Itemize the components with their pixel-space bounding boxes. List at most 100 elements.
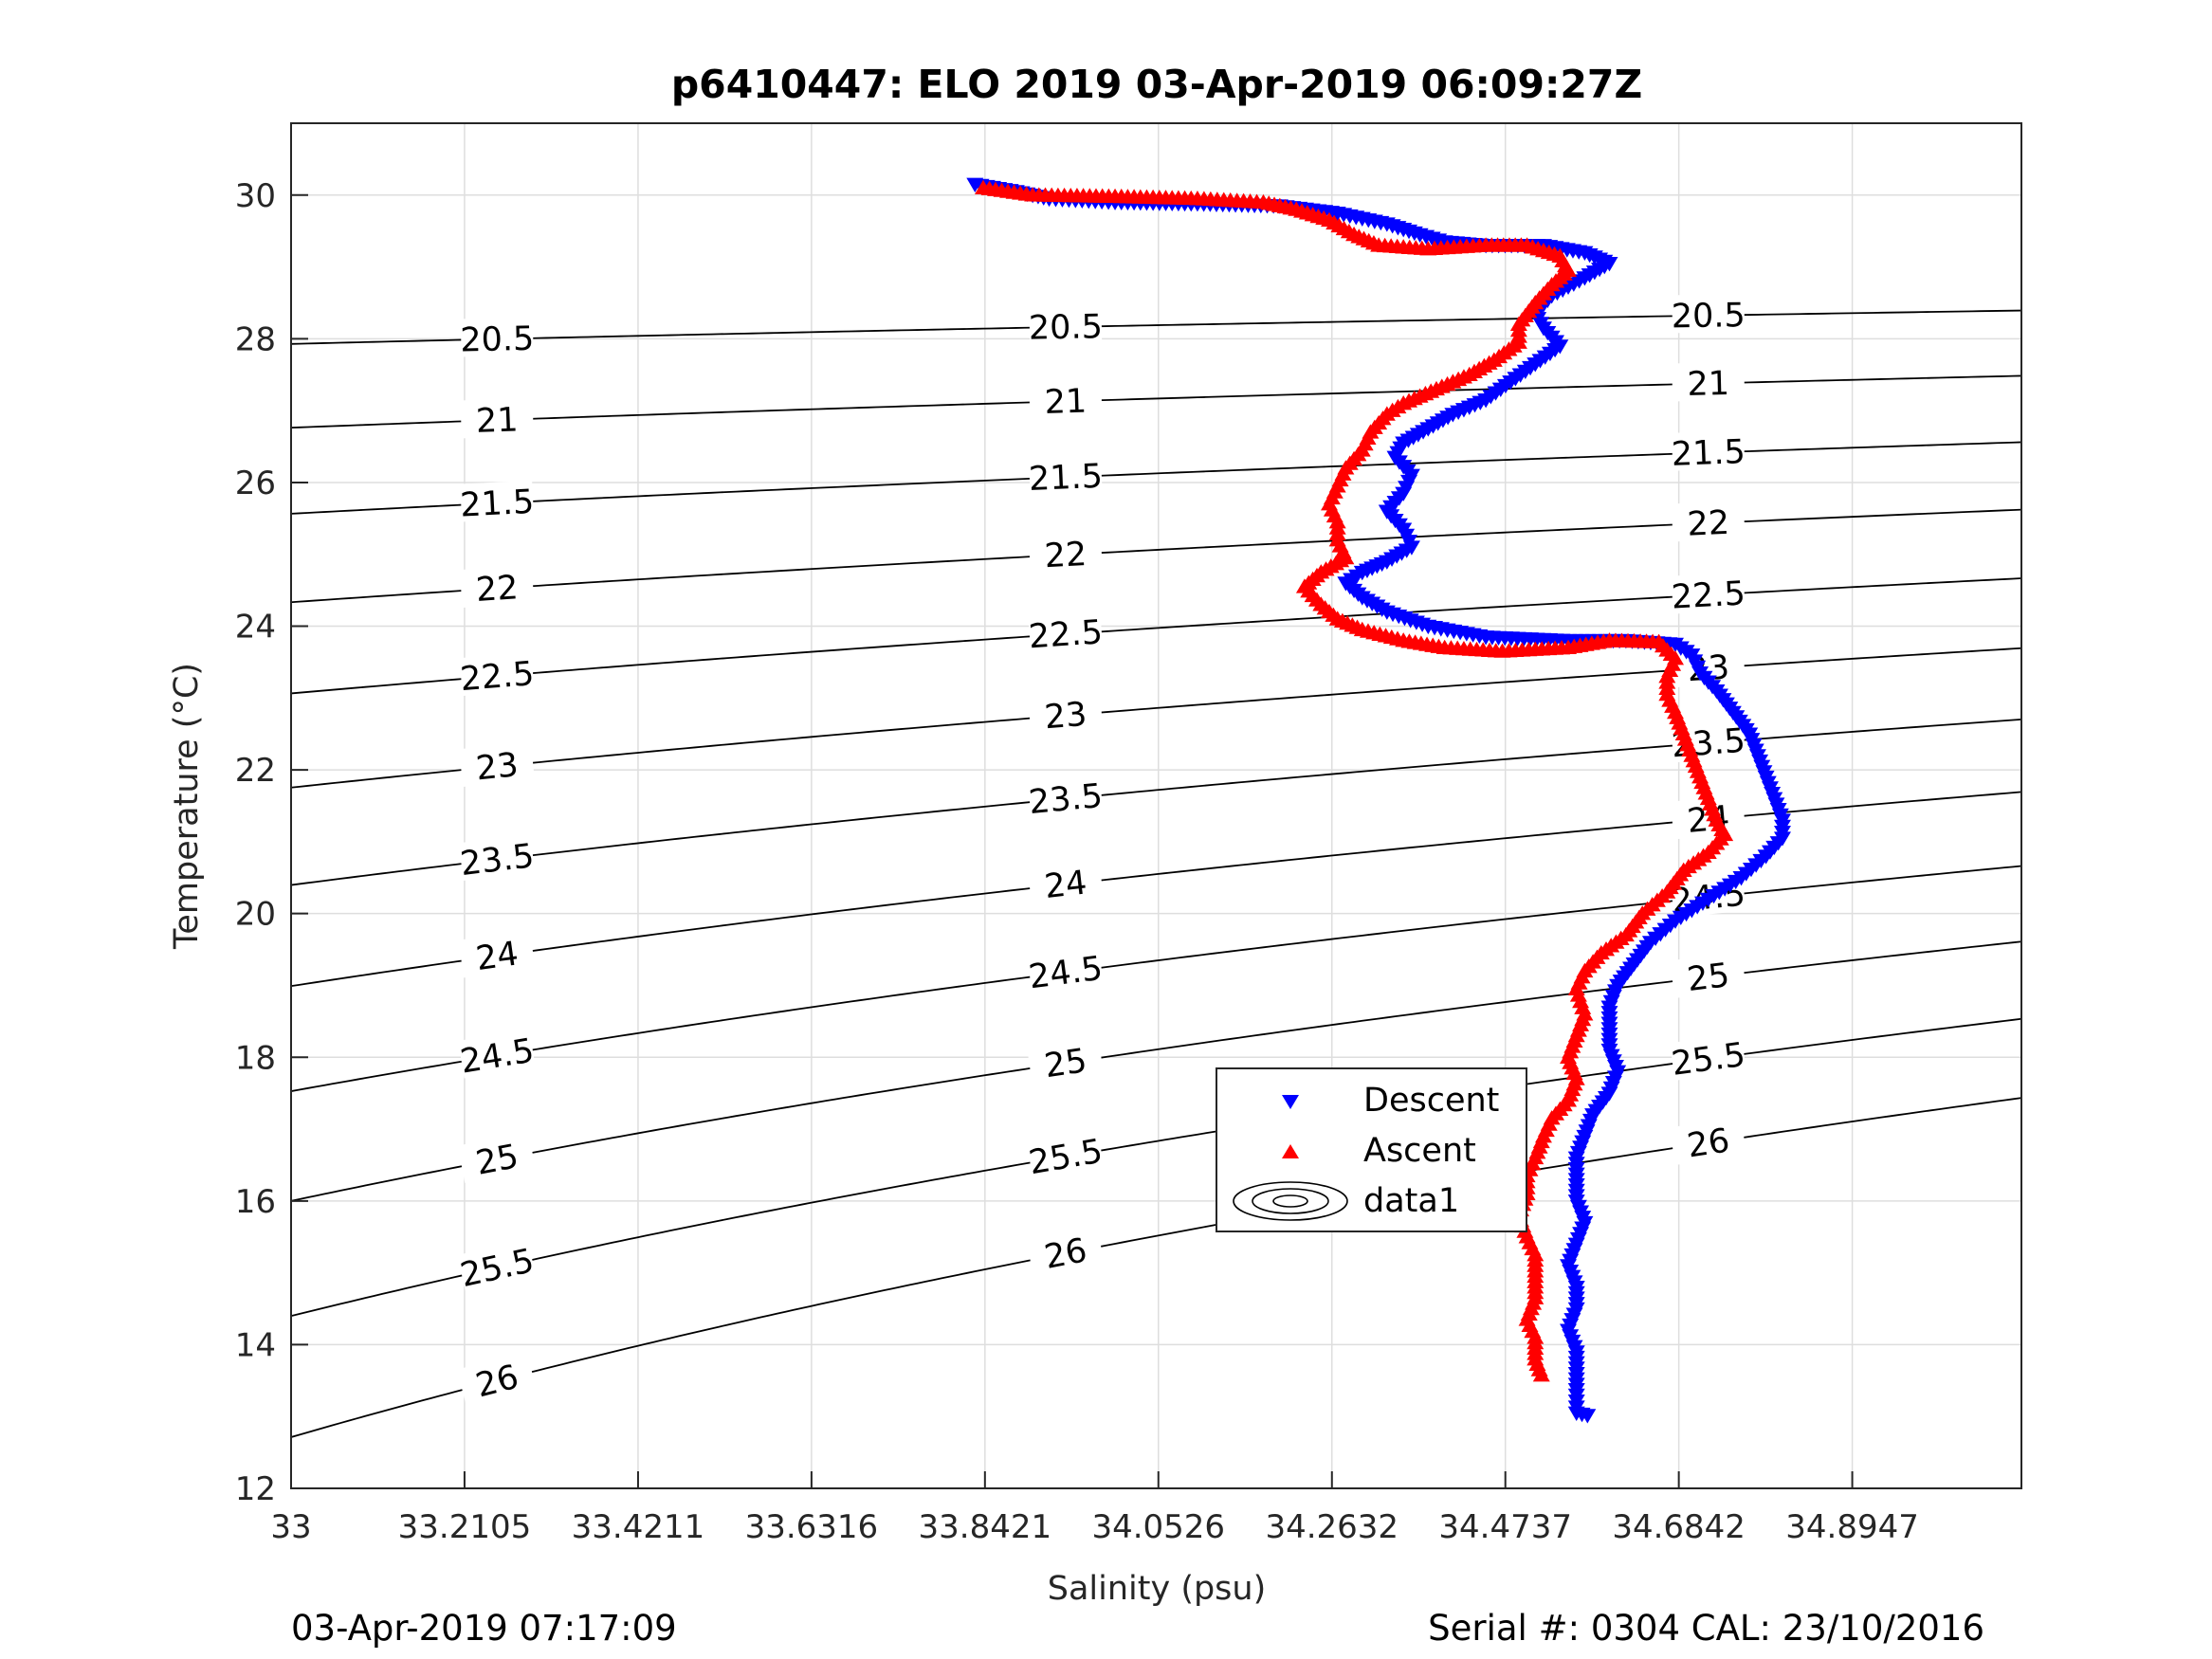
- contour-label: 23: [1043, 696, 1088, 737]
- x-tick-label: 34.8947: [1785, 1508, 1919, 1546]
- contour-label: 21: [475, 401, 519, 441]
- contour-label-bg: [1670, 1033, 1746, 1081]
- grid-lines: [290, 123, 2021, 1489]
- contour-label-bg: [1029, 305, 1103, 345]
- contour-label: 23.5: [458, 837, 536, 884]
- y-tick-label: 28: [235, 320, 276, 358]
- contour-label: 24.5: [1027, 950, 1105, 997]
- contour-line: [291, 577, 2021, 695]
- contour-label-bg: [460, 480, 535, 522]
- contour-label: 22: [1687, 504, 1730, 544]
- x-tick-label: 33.8421: [919, 1508, 1052, 1546]
- contour-label-bg: [1027, 946, 1104, 994]
- contour-label-bg: [1672, 430, 1746, 471]
- contour-line: [291, 791, 2021, 988]
- x-tick-label: 33: [270, 1508, 311, 1546]
- contour-line: [291, 508, 2021, 604]
- contour-line: [291, 374, 2021, 429]
- contour-label: 22.5: [459, 655, 536, 699]
- contour-label-bg: [1027, 1036, 1105, 1085]
- contour-label: 22: [475, 569, 520, 610]
- plot-area-frame: [290, 122, 2022, 1489]
- contour-label: 24: [1043, 864, 1089, 906]
- contour-label: 23.5: [1027, 777, 1104, 822]
- contour-label-bg: [1671, 501, 1746, 542]
- x-tick-label: 33.2105: [398, 1508, 532, 1546]
- contour-label: 20.5: [1671, 297, 1746, 336]
- y-tick-label: 14: [235, 1326, 276, 1364]
- contour-label: 22.5: [1671, 574, 1746, 616]
- legend-descent-marker: [1282, 1095, 1299, 1109]
- contour-label-bg: [1028, 691, 1104, 736]
- contour-label: 25: [473, 1138, 521, 1183]
- contour-label-bg: [460, 397, 534, 439]
- x-axis-ticks: 33 33.2105 33.4211 33.6316 33.8421 34.0526 34.…: [270, 1471, 1919, 1546]
- contour-label-bg: [1028, 532, 1103, 574]
- contour-label-bg: [1027, 859, 1104, 905]
- x-tick-label: 34.2632: [1265, 1508, 1398, 1546]
- contour-label: 21: [1044, 383, 1088, 422]
- contour-label: 25.5: [1026, 1133, 1106, 1183]
- contour-label: 20.5: [460, 320, 535, 360]
- contour-label-bg: [1027, 774, 1104, 820]
- x-tick-label: 34.4737: [1438, 1508, 1572, 1546]
- contour-line: [291, 940, 2021, 1202]
- legend-ascent-label: Ascent: [1363, 1132, 1476, 1170]
- contour-line: [291, 441, 2021, 515]
- contour-label: 23: [474, 746, 520, 788]
- contour-label-bg: [1669, 1117, 1747, 1165]
- y-tick-label: 16: [235, 1183, 276, 1221]
- contour-label: 21.5: [1671, 433, 1746, 474]
- contour-label-bg: [459, 565, 535, 609]
- y-tick-label: 22: [235, 752, 276, 790]
- contour-label-bg: [458, 834, 536, 881]
- contour-label-bg: [1029, 379, 1103, 420]
- contour-label-bg: [1026, 1129, 1105, 1180]
- contour-label-bg: [459, 652, 535, 697]
- chart-title: p6410447: ELO 2019 03-Apr-2019 06:09:27Z: [671, 62, 1642, 107]
- contour-label-bg: [1671, 572, 1746, 614]
- contour-label: 25: [1042, 1042, 1089, 1085]
- legend-data1-label: data1: [1363, 1182, 1459, 1220]
- contour-label-bg: [1670, 952, 1746, 998]
- contour-label: 20.5: [1029, 308, 1104, 348]
- contour-label: 21.5: [459, 483, 535, 525]
- x-tick-label: 33.4211: [572, 1508, 705, 1546]
- contour-label: 26: [1041, 1231, 1089, 1277]
- y-tick-label: 18: [235, 1039, 276, 1077]
- x-axis-label: Salinity (psu): [1048, 1570, 1267, 1608]
- y-tick-label: 26: [235, 465, 276, 502]
- contour-label-bg: [458, 1029, 536, 1079]
- x-tick-label: 33.6316: [745, 1508, 879, 1546]
- density-contours: 20.5 20.5 20.5 21 21 21 21.5 21.5 21.5 22 22 22 22.5…: [291, 294, 2021, 1438]
- contour-label-bg: [459, 741, 535, 788]
- contour-label-bg: [1672, 294, 1746, 334]
- contour-label: 21.5: [1028, 458, 1104, 499]
- legend-box: [1216, 1067, 1527, 1232]
- contour-label: 25: [1685, 957, 1731, 999]
- y-tick-label: 12: [235, 1470, 276, 1508]
- contour-label: 21: [1687, 365, 1730, 404]
- y-tick-label: 30: [235, 177, 276, 215]
- contour-label-bg: [1672, 361, 1746, 402]
- x-tick-label: 34.0526: [1091, 1508, 1225, 1546]
- contour-label-bg: [456, 1351, 537, 1407]
- contour-label-bg: [460, 317, 534, 357]
- contour-label: 25.5: [457, 1242, 538, 1295]
- contour-label-bg: [1026, 1226, 1105, 1277]
- y-tick-label: 20: [235, 896, 276, 934]
- x-tick-label: 34.6842: [1612, 1508, 1746, 1546]
- y-tick-label: 24: [235, 609, 276, 647]
- legend: Descent Ascent data1: [1216, 1067, 1527, 1232]
- contour-label: 24: [474, 935, 521, 978]
- data-points: [966, 177, 1791, 1424]
- descent-point: [1579, 1409, 1597, 1424]
- contour-label: 22.5: [1028, 613, 1104, 656]
- y-axis-label: Temperature (°C): [168, 663, 206, 950]
- footer-serial-cal: Serial #: 0304 CAL: 23/10/2016: [1428, 1608, 1984, 1649]
- legend-ascent-marker: [1282, 1144, 1299, 1158]
- contour-label: 26: [1685, 1121, 1732, 1165]
- contour-label-bg: [457, 1132, 536, 1183]
- contour-label-bg: [1670, 794, 1746, 840]
